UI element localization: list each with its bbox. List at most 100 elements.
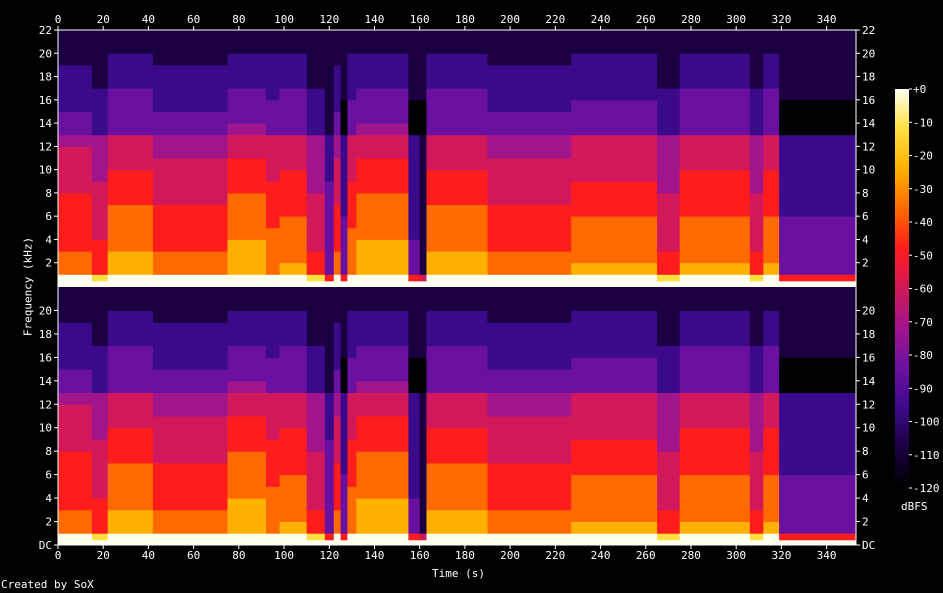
spectrogram-cell [408, 181, 421, 194]
spectrogram-cell [571, 521, 658, 534]
spectrogram-cell [107, 345, 154, 358]
spectrogram-cell [356, 404, 409, 417]
spectrogram-cell [487, 439, 572, 452]
spectrogram-cell [426, 88, 488, 101]
spectrogram-cell [340, 509, 348, 522]
spectrogram-cell [657, 287, 681, 300]
x-tick-label-bottom: 220 [545, 549, 565, 562]
spectrogram-cell [779, 345, 857, 358]
spectrogram-cell [779, 123, 857, 136]
spectrogram-cell [347, 76, 357, 89]
spectrogram-cell [324, 451, 335, 464]
spectrogram-cell [324, 239, 335, 252]
spectrogram-cell [152, 345, 228, 358]
spectrogram-cell [571, 227, 658, 240]
spectrogram-cell [347, 533, 357, 546]
spectrogram-cell [266, 474, 281, 487]
spectrogram-cell [419, 416, 427, 429]
spectrogram-cell [279, 123, 308, 136]
spectrogram-cell [763, 216, 780, 229]
spectrogram-cell [426, 310, 488, 323]
spectrogram-cell [266, 486, 281, 499]
y-tick-label-left: 14 [39, 117, 53, 130]
spectrogram-cell [340, 533, 348, 546]
x-tick-label-bottom: 300 [726, 549, 746, 562]
spectrogram-cell [487, 204, 572, 217]
spectrogram-cell [347, 486, 357, 499]
spectrogram-cell [763, 462, 780, 476]
spectrogram-cell [279, 30, 308, 43]
spectrogram-cell [749, 41, 764, 54]
spectrogram-cell [340, 30, 348, 43]
spectrogram-cell [408, 134, 421, 147]
spectrogram-cell [58, 427, 93, 440]
spectrogram-cell [487, 345, 572, 358]
spectrogram-cell [306, 427, 326, 440]
spectrogram-cell [408, 88, 421, 101]
spectrogram-cell [408, 357, 421, 370]
spectrogram-cell [340, 474, 348, 487]
spectrogram-cell [324, 99, 335, 112]
spectrogram-cell [266, 357, 281, 370]
spectrogram-cell [266, 53, 281, 66]
spectrogram-cell [347, 262, 357, 275]
x-tick-label-bottom: 180 [455, 549, 475, 562]
spectrogram-cell [58, 333, 93, 347]
colorbar-tick-label: -70 [913, 316, 933, 329]
spectrogram-cell [408, 345, 421, 358]
spectrogram-cell [306, 216, 326, 229]
spectrogram-cell [419, 64, 427, 77]
spectrogram-cell [487, 169, 572, 182]
spectrogram-cell [91, 498, 109, 511]
spectrogram-cell [107, 416, 154, 429]
y-tick-label-left: 8 [45, 187, 52, 200]
spectrogram-cell [324, 404, 335, 417]
spectrogram-cell [347, 474, 357, 487]
spectrogram-cell [266, 380, 281, 393]
spectrogram-cell [340, 392, 348, 405]
spectrogram-cell [347, 158, 357, 171]
spectrogram-cell [487, 322, 572, 335]
spectrogram-cell [408, 486, 421, 499]
spectrogram-cell [58, 41, 93, 54]
spectrogram-cell [306, 404, 326, 417]
spectrogram-cell [324, 298, 335, 311]
spectrogram-cell [487, 158, 572, 171]
spectrogram-cell [749, 239, 764, 252]
spectrogram-cell [340, 310, 348, 323]
spectrogram-cell [657, 64, 681, 77]
spectrogram-cell [58, 369, 93, 382]
spectrogram-cell [107, 287, 154, 300]
spectrogram-cell [749, 204, 764, 217]
spectrogram-cell [487, 474, 572, 487]
spectrogram-cell [679, 392, 751, 405]
spectrogram-cell [324, 439, 335, 452]
spectrogram-cell [333, 380, 342, 393]
spectrogram-cell [333, 439, 342, 452]
spectrogram-cell [279, 192, 308, 205]
spectrogram-cell [266, 345, 281, 358]
spectrogram-cell [306, 322, 326, 335]
x-tick-label-top: 320 [771, 13, 791, 26]
spectrogram-cell [227, 262, 267, 275]
spectrogram-cell [408, 310, 421, 323]
spectrogram-cell [426, 404, 488, 417]
x-tick-label-top: 60 [187, 13, 200, 26]
spectrogram-cell [324, 111, 335, 124]
spectrogram-cell [227, 111, 267, 124]
spectrogram-cell [763, 474, 780, 487]
spectrogram-cell [266, 310, 281, 323]
spectrogram-cell [779, 404, 857, 417]
x-tick-label-bottom: 0 [55, 549, 62, 562]
spectrogram-cell [571, 322, 658, 335]
spectrogram-cell [657, 369, 681, 382]
spectrogram-cell [419, 216, 427, 229]
spectrogram-cell [779, 498, 857, 511]
spectrogram-cell [347, 427, 357, 440]
spectrogram-cell [324, 533, 335, 546]
spectrogram-cell [324, 274, 335, 287]
spectrogram-cell [419, 369, 427, 382]
spectrogram-cell [347, 169, 357, 182]
spectrogram-cell [266, 404, 281, 417]
